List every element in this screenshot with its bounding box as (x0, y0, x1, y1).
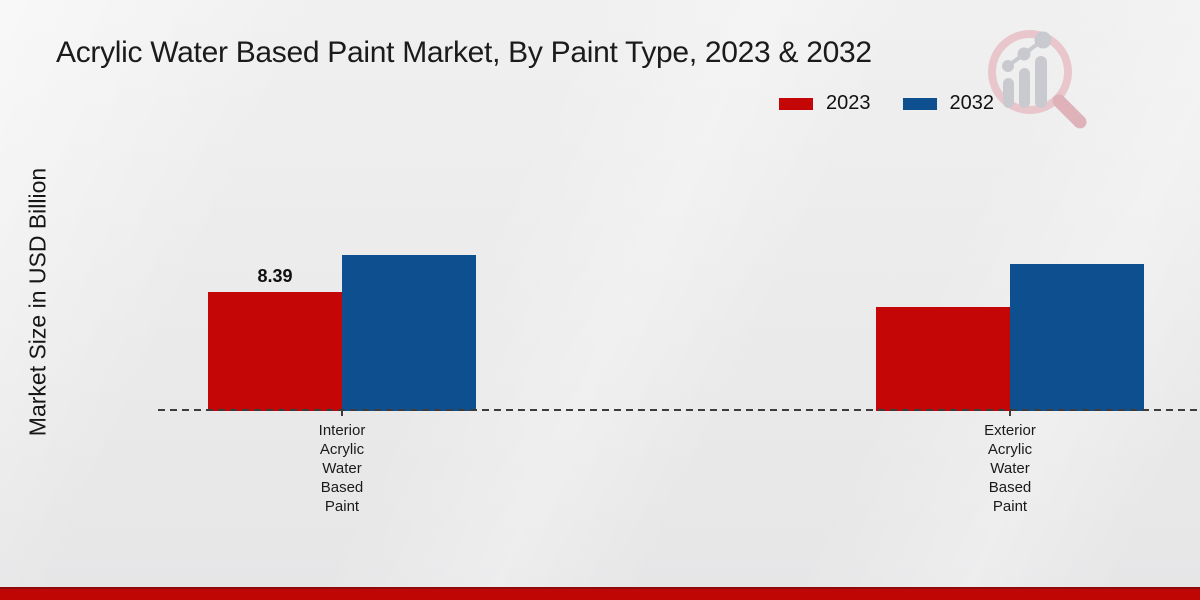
x-axis-tick (1009, 411, 1011, 416)
chart-title: Acrylic Water Based Paint Market, By Pai… (56, 36, 872, 69)
legend-label-2023: 2023 (826, 92, 871, 114)
footer-red-band (0, 587, 1200, 600)
legend-swatch-2023 (779, 97, 813, 110)
bar-2023-interior (208, 292, 342, 411)
bar-value-label: 8.39 (257, 266, 293, 286)
bar-2032-exterior (1010, 264, 1144, 411)
brand-watermark (973, 18, 1093, 138)
legend: 2023 2032 (779, 92, 994, 115)
legend-item-2023: 2023 (779, 92, 871, 115)
bar-2023-exterior (876, 307, 1010, 411)
magnifier-bar-chart-icon (988, 30, 1087, 129)
x-axis-tick (341, 411, 343, 416)
legend-swatch-2032 (902, 97, 937, 110)
legend-item-2032: 2032 (902, 92, 995, 115)
x-category-label-exterior: Exterior Acrylic Water Based Paint (984, 422, 1036, 515)
bar-2032-interior (342, 255, 476, 411)
legend-label-2032: 2032 (949, 92, 995, 114)
x-category-label-interior: Interior Acrylic Water Based Paint (318, 422, 366, 515)
baseline-dashed-line (158, 409, 1200, 411)
